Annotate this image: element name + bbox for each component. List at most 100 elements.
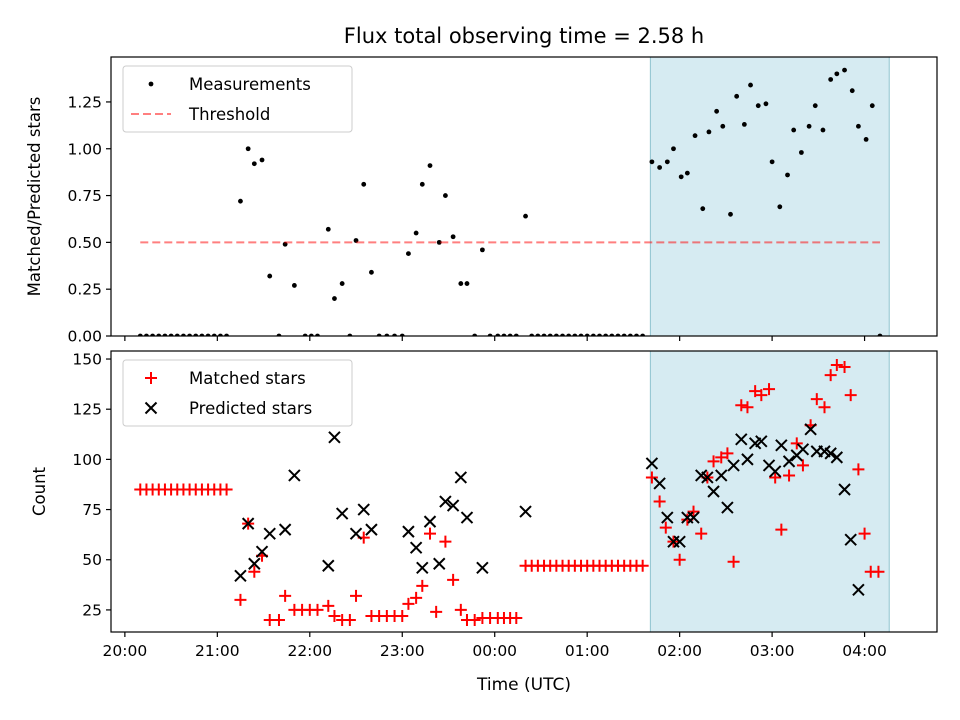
- predicted-star-point: [727, 459, 740, 472]
- measurement-point: [734, 93, 740, 99]
- legend-box: [122, 65, 353, 133]
- matched-star-point: [248, 565, 261, 578]
- measurement-point: [820, 127, 826, 133]
- measurement-point: [741, 122, 747, 127]
- x-tick-label: 21:00: [195, 642, 240, 660]
- measurement-point: [748, 82, 753, 88]
- predicted-star-point: [519, 505, 532, 518]
- legend-marker: [145, 372, 157, 384]
- predicted-star-point: [768, 465, 782, 478]
- figure-title: Flux total observing time = 2.58 h: [344, 24, 704, 48]
- legend-box: [122, 359, 353, 427]
- legend: Matched stars Predicted stars: [122, 359, 353, 427]
- measurement-point: [714, 108, 720, 114]
- predicted-star-point: [707, 485, 720, 498]
- measurement-point: [649, 159, 655, 165]
- predicted-star-point: [446, 499, 460, 512]
- measurement-point: [369, 269, 374, 275]
- measurement-point: [339, 281, 345, 286]
- predicted-star-point: [661, 511, 674, 524]
- y-tick-label: 125: [72, 401, 102, 419]
- predicted-star-point: [838, 483, 851, 496]
- measurement-point: [777, 204, 783, 210]
- axes-frame: [110, 56, 938, 337]
- measurement-point: [849, 88, 855, 94]
- x-tick-label: 03:00: [750, 642, 795, 660]
- matched-star-point: [322, 599, 335, 612]
- measurement-point: [671, 146, 676, 152]
- predicted-star-point: [796, 443, 810, 456]
- measurement-point: [479, 247, 485, 253]
- matched-star-point: [645, 471, 658, 484]
- matched-star-point: [402, 597, 415, 610]
- matched-star-point: [810, 393, 823, 406]
- measurement-point: [251, 161, 257, 167]
- predicted-star-point: [673, 535, 686, 548]
- measurement-point: [692, 133, 698, 139]
- measurement-point: [842, 67, 847, 73]
- matched-star-point: [796, 459, 809, 472]
- y-tick-label: 100: [72, 451, 102, 469]
- measurement-point: [863, 136, 869, 142]
- measurement-point: [436, 239, 442, 245]
- measurement-point: [332, 296, 337, 301]
- matched-star-point: [749, 385, 762, 398]
- matched-star-point: [510, 611, 523, 624]
- x-axis-label: Time (UTC): [476, 675, 571, 695]
- matched-star-point: [468, 613, 481, 626]
- matched-star-point: [234, 593, 247, 606]
- matched-star-point: [447, 573, 460, 586]
- y-tick-label: 50: [82, 551, 102, 569]
- matched-star-point: [343, 613, 356, 626]
- observing-window-shade: [649, 350, 890, 633]
- observing-window-shade: [649, 56, 890, 337]
- measurement-point: [657, 165, 663, 170]
- measurement-point: [785, 172, 790, 178]
- matched-star-point: [858, 527, 871, 540]
- legend-label: Predicted stars: [189, 399, 312, 418]
- y-tick-label: 0.75: [67, 187, 102, 205]
- predicted-star-point: [248, 557, 261, 570]
- matched-star-point: [707, 455, 720, 468]
- predicted-star-point: [322, 559, 335, 572]
- matched-star-point: [279, 589, 292, 602]
- predicted-star-point: [735, 433, 748, 446]
- matched-star-point: [852, 463, 865, 476]
- measurement-point: [869, 103, 875, 109]
- measurement-point: [245, 146, 251, 152]
- measurement-point: [678, 174, 684, 180]
- x-tick-label: 00:00: [472, 642, 517, 660]
- measurement-point: [464, 281, 470, 286]
- y-tick-label: 1.00: [67, 140, 102, 158]
- matched-star-point: [695, 527, 708, 540]
- measurement-point: [427, 163, 433, 169]
- x-tick-label: 22:00: [287, 642, 332, 660]
- measurement-point: [664, 159, 670, 165]
- measurement-point: [856, 123, 861, 129]
- measurement-point: [684, 170, 690, 176]
- predicted-star-point: [433, 557, 446, 570]
- measurement-point: [413, 230, 419, 236]
- measurement-point: [806, 123, 812, 129]
- measurement-point: [450, 234, 456, 240]
- measurement-point: [706, 129, 712, 135]
- legend: Measurements Threshold: [122, 65, 353, 133]
- measurement-point: [728, 211, 733, 217]
- predicted-star-point: [255, 545, 269, 558]
- matched-star-point: [636, 559, 649, 572]
- matched-star-point: [350, 589, 363, 602]
- measurement-point: [720, 123, 726, 129]
- predicted-star-point: [241, 517, 255, 530]
- y-tick-label: 0.00: [67, 328, 102, 346]
- matched-star-point: [220, 483, 233, 496]
- matched-star-point: [783, 469, 796, 482]
- matched-star-point: [439, 535, 452, 548]
- ratio-panel: 0.00 0.25 0.50 0.75 1.00 1.25 Matched/Predicte…: [25, 56, 938, 346]
- measurement-point: [700, 206, 706, 212]
- predicted-star-point: [439, 495, 452, 508]
- matched-star-point: [653, 495, 666, 508]
- x-tick-label: 23:00: [380, 642, 425, 660]
- y-tick-label: 0.25: [67, 281, 102, 299]
- matched-star-point: [410, 591, 423, 604]
